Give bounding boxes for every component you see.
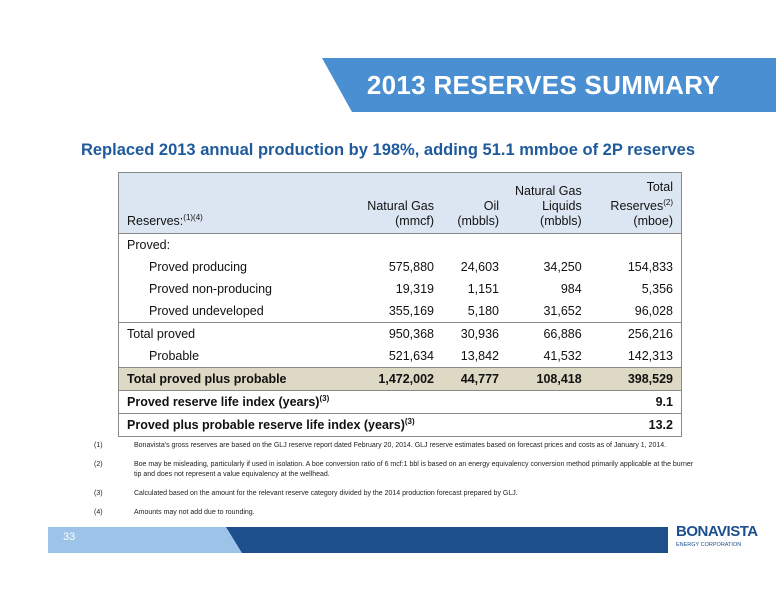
cell-value: 41,532 [543,349,582,363]
page-number: 33 [63,531,76,543]
footnote-ref: (3) [404,417,415,427]
col-header: Natural Gas [515,184,582,198]
header-row: Reserves:(1)(4) Natural Gas (mmcf) Oil (mb… [118,172,682,234]
row-label: Total proved plus probable [118,367,334,391]
cell-value: 34,250 [543,260,582,274]
cell-value: 575,880 [388,260,434,274]
subtitle: Replaced 2013 annual production by 198%,… [80,141,696,159]
row-label: Proved producing [149,260,247,274]
reserves-table: Reserves:(1)(4) Natural Gas (mmcf) Oil (mb… [118,172,682,437]
footnote-text: Bonavista's gross reserves are based on … [134,442,667,449]
table-row: Proved non-producing 19,319 1,151 984 5,356 [119,278,682,300]
cell-value: 1,151 [467,282,499,296]
footnote-ref: (3) [319,394,330,404]
cell-value: 31,652 [543,304,582,318]
cell-value: 19,319 [395,282,434,296]
footnote-mark: (1) [94,442,103,449]
footer-bar [48,527,248,553]
cell-value: 950,368 [334,322,442,345]
footnote-text: Amounts may not add due to rounding. [134,509,255,516]
row-label: Total proved [118,322,334,345]
row-label: Proved plus probable reserve life index … [118,413,590,437]
row-label: Proved reserve life index (years)(3) [118,390,590,414]
table-row: Total proved 950,368 30,936 66,886 256,216 [118,322,682,345]
cell-value: 9.1 [589,390,682,414]
footnotes: (1) Bonavista's gross reserves are based … [94,441,694,527]
cell-value: 984 [560,282,582,296]
col-unit: (mmcf) [395,214,434,228]
col-header: Natural Gas [367,199,434,213]
footnote-text: Calculated based on the amount for the r… [134,490,518,497]
footer-bar [226,527,668,553]
cell-value: 13,842 [460,349,499,363]
row-label: Proved non-producing [149,282,272,296]
row-label: Proved undeveloped [149,304,264,318]
cell-value: 5,356 [641,282,673,296]
col-header: Total [646,179,673,194]
cell-value: 30,936 [442,322,507,345]
table-row: Proved: [119,234,682,257]
table-row: Proved reserve life index (years)(3) 9.1 [118,390,682,414]
cell-value: 521,634 [388,349,434,363]
table-row: Probable 521,634 13,842 41,532 142,313 [119,345,682,368]
cell-value: 355,169 [388,304,434,318]
cell-value: 96,028 [634,304,673,318]
footnote-ref: (1)(4) [183,212,203,222]
cell-value: 142,313 [627,349,673,363]
cell-value: 44,777 [442,367,507,391]
cell-value: 108,418 [507,367,590,391]
cell-value: 398,529 [589,367,682,391]
footnote: (3) Calculated based on the amount for th… [94,489,694,499]
footnote-mark: (4) [94,509,103,516]
col-unit: (mbbls) [540,214,582,228]
row-label: Probable [149,349,200,363]
cell-value: 1,472,002 [334,367,442,391]
row-label-text: Proved plus probable reserve life index … [127,418,405,433]
col-unit: (mboe) [633,214,673,228]
cell-value: 256,216 [589,322,682,345]
logo-subtitle: ENERGY CORPORATION [676,542,742,548]
col-header: Oil [483,199,499,213]
table-row: Proved undeveloped 355,169 5,180 31,652 96,0… [119,300,682,323]
col-header: Reserves: [127,214,184,228]
col-header: Reserves [610,199,664,213]
col-unit: (mbbls) [457,214,499,228]
footnote-mark: (3) [94,490,103,497]
footnote: (1) Bonavista's gross reserves are based … [94,441,694,451]
title-banner [322,58,776,112]
cell-value: 13.2 [589,413,682,437]
footnote: (4) Amounts may not add due to rounding. [94,508,694,518]
table-row: Proved plus probable reserve life index … [118,413,682,437]
cell-value: 5,180 [467,304,499,318]
cell-value: 66,886 [507,322,590,345]
footnote-mark: (2) [94,461,103,468]
footnote: (2) Boe may be misleading, particularly i… [94,460,694,480]
cell-value: 24,603 [460,260,499,274]
table-row: Total proved plus probable 1,472,002 44,77… [118,367,682,391]
row-label: Proved: [127,238,171,252]
footnote-text: Boe may be misleading, particularly if u… [134,461,694,478]
footnote-ref: (2) [663,197,673,207]
col-header: Liquids [542,199,582,213]
logo: BONAVISTA [676,523,758,540]
table-row: Proved producing 575,880 24,603 34,250 154,8… [119,256,682,278]
cell-value: 154,833 [627,260,673,274]
row-label-text: Proved reserve life index (years) [127,395,320,410]
slide-title: 2013 RESERVES SUMMARY [366,70,720,100]
